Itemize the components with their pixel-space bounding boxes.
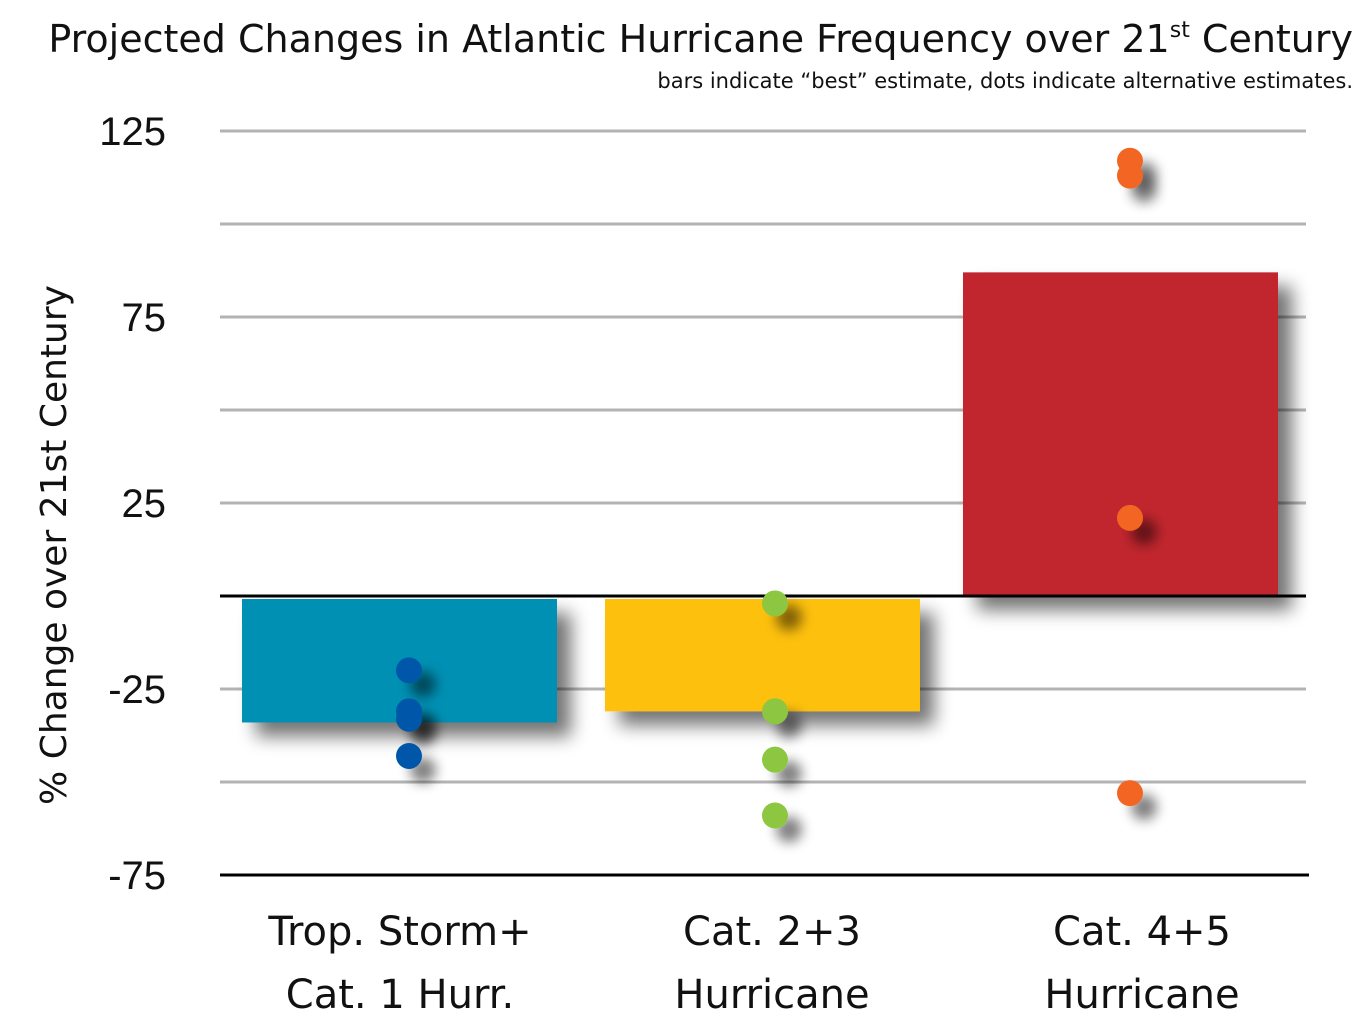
y-tick-label: -75	[108, 854, 166, 898]
chart-title-suffix: Century	[1190, 17, 1353, 61]
y-axis-label: % Change over 21st Century	[34, 285, 75, 805]
category-label: Hurricane	[1044, 972, 1239, 1018]
alt-estimate-dot	[396, 705, 422, 732]
category-label: Cat. 4+5	[1053, 909, 1231, 955]
category-labels: Trop. Storm+ Cat. 1 Hurr. Cat. 2+3 Hurrican…	[267, 909, 1239, 1018]
y-tick-label: 125	[99, 110, 166, 154]
alt-estimate-dot	[762, 698, 788, 725]
chart-subtitle: bars indicate “best” estimate, dots indi…	[657, 69, 1353, 93]
category-label: Hurricane	[674, 972, 869, 1018]
chart-title: Projected Changes in Atlantic Hurricane …	[48, 17, 1353, 61]
bar	[242, 599, 557, 723]
chart-title-main: Projected Changes in Atlantic Hurricane …	[48, 17, 1169, 61]
category-label: Cat. 2+3	[683, 909, 861, 955]
alt-estimate-dot	[1117, 780, 1143, 807]
y-tick-label: 75	[122, 296, 167, 340]
y-tick-label: -25	[108, 668, 166, 712]
alt-estimate-dot	[1117, 162, 1143, 189]
chart-title-superscript: st	[1170, 18, 1190, 43]
alt-estimate-dot	[396, 742, 422, 769]
alt-estimate-dot	[396, 657, 422, 684]
y-tick-labels: 125 75 25 -25 -75	[99, 110, 166, 898]
bar	[605, 599, 920, 712]
alt-estimate-dot	[762, 746, 788, 773]
alt-estimate-dot	[1117, 504, 1143, 531]
category-label: Trop. Storm+	[267, 909, 531, 955]
bars	[242, 272, 1278, 723]
alt-estimate-dot	[762, 590, 788, 617]
y-tick-label: 25	[122, 482, 167, 526]
alt-estimate-dots	[396, 147, 1143, 829]
category-label: Cat. 1 Hurr.	[286, 972, 514, 1018]
alt-estimate-dot	[762, 802, 788, 829]
bar	[963, 272, 1278, 596]
